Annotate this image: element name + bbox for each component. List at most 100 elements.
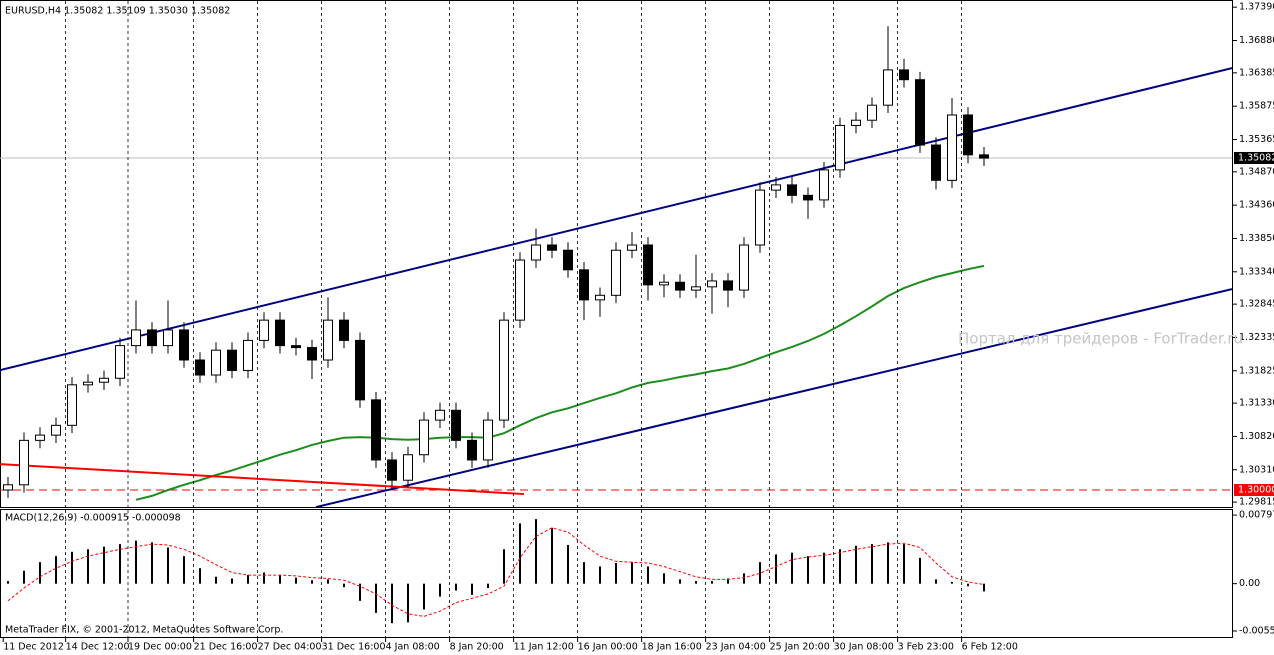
x-tick-label: 25 Jan 20:00 bbox=[770, 642, 830, 653]
trend-line bbox=[315, 288, 1232, 507]
y-tick-label: 1.31825 bbox=[1239, 365, 1274, 376]
x-tick-label: 11 Jan 12:00 bbox=[514, 642, 574, 653]
y-tick-label: 1.35875 bbox=[1239, 101, 1274, 112]
main-plot bbox=[0, 26, 1232, 507]
candle-body bbox=[563, 249, 573, 271]
trend-line bbox=[0, 67, 1232, 372]
candle-body bbox=[691, 286, 701, 291]
candle-body bbox=[211, 349, 221, 376]
x-tick-label: 19 Dec 00:00 bbox=[128, 642, 192, 653]
candle-body bbox=[195, 359, 205, 376]
candle-body bbox=[963, 114, 973, 156]
candle-body bbox=[867, 104, 877, 121]
candle-body bbox=[51, 424, 61, 436]
candle-body bbox=[675, 281, 685, 291]
candle-body bbox=[179, 329, 189, 361]
symbol-header: EURUSD,H4 1.35082 1.35109 1.35030 1.3508… bbox=[5, 6, 230, 17]
y-tick-label: 1.31330 bbox=[1239, 398, 1274, 409]
candle-body bbox=[595, 294, 605, 301]
candle-body bbox=[547, 244, 557, 251]
macd-signal bbox=[7, 527, 985, 617]
candle-body bbox=[771, 184, 781, 191]
candle-body bbox=[611, 249, 621, 296]
y-tick-label: 1.34870 bbox=[1239, 166, 1274, 177]
candle-body bbox=[723, 280, 733, 291]
candle-body bbox=[35, 434, 45, 441]
y-tick-label: 1.32845 bbox=[1239, 299, 1274, 310]
x-tick-label: 21 Dec 16:00 bbox=[194, 642, 258, 653]
y-tick-label: -0.0055 bbox=[1239, 625, 1274, 636]
candle-body bbox=[339, 319, 349, 341]
candle-body bbox=[131, 329, 141, 347]
y-tick-label: 1.33850 bbox=[1239, 233, 1274, 244]
x-tick-label: 3 Feb 23:00 bbox=[898, 642, 954, 653]
trend-line bbox=[0, 463, 525, 496]
candle-body bbox=[899, 69, 909, 81]
y-tick-label: 1.33340 bbox=[1239, 266, 1274, 277]
candle-body bbox=[755, 189, 765, 246]
candle-body bbox=[579, 269, 589, 301]
candle-body bbox=[259, 319, 269, 341]
candle-body bbox=[931, 144, 941, 181]
candle-body bbox=[323, 319, 333, 361]
x-tick-label: 23 Jan 04:00 bbox=[706, 642, 766, 653]
candle-body bbox=[979, 154, 989, 159]
x-tick-label: 8 Jan 20:00 bbox=[450, 642, 504, 653]
candle-body bbox=[275, 319, 285, 347]
y-tick-label: 1.29815 bbox=[1239, 497, 1274, 508]
y-tick-label: 1.32335 bbox=[1239, 332, 1274, 343]
candle-body bbox=[243, 339, 253, 371]
candle-body bbox=[835, 124, 845, 171]
y-tick-label: 1.34360 bbox=[1239, 200, 1274, 211]
candle-body bbox=[707, 280, 717, 288]
x-tick-label: 14 Dec 12:00 bbox=[66, 642, 130, 653]
candle-body bbox=[659, 281, 669, 286]
candle-body bbox=[627, 244, 637, 251]
candle-body bbox=[403, 454, 413, 481]
candle-body bbox=[163, 329, 173, 347]
candle-body bbox=[99, 377, 109, 383]
candle-body bbox=[451, 409, 461, 441]
moving-average bbox=[135, 264, 985, 501]
x-tick-label: 4 Jan 08:00 bbox=[386, 642, 440, 653]
candle-body bbox=[227, 349, 237, 371]
price-tag bbox=[1234, 484, 1274, 497]
candle-body bbox=[19, 439, 29, 486]
x-tick-label: 18 Jan 16:00 bbox=[642, 642, 702, 653]
y-tick-label: 1.30310 bbox=[1239, 464, 1274, 475]
price-tag bbox=[1234, 151, 1274, 164]
candle-body bbox=[115, 345, 125, 379]
candle-body bbox=[307, 347, 317, 361]
y-tick-label: 1.35365 bbox=[1239, 134, 1274, 145]
macd-title: MACD(12,26,9) -0.000915 -0.000098 bbox=[5, 513, 181, 524]
macd-plot bbox=[7, 519, 985, 624]
candle-body bbox=[803, 194, 813, 201]
candle-body bbox=[291, 345, 301, 349]
candle-body bbox=[947, 114, 957, 181]
x-tick-label: 16 Jan 00:00 bbox=[578, 642, 638, 653]
x-tick-label: 6 Feb 12:00 bbox=[962, 642, 1018, 653]
candle-body bbox=[387, 459, 397, 481]
x-tick-label: 30 Jan 08:00 bbox=[834, 642, 894, 653]
candle-body bbox=[3, 484, 13, 491]
candle-body bbox=[467, 439, 477, 461]
candle-body bbox=[355, 339, 365, 401]
candle-body bbox=[483, 419, 493, 461]
candle-body bbox=[83, 381, 93, 386]
candle-body bbox=[499, 319, 509, 421]
y-tick-label: 1.36880 bbox=[1239, 35, 1274, 46]
x-tick-label: 31 Dec 16:00 bbox=[322, 642, 386, 653]
candle-body bbox=[419, 419, 429, 456]
y-tick-label: 1.36385 bbox=[1239, 67, 1274, 78]
x-tick-label: 27 Dec 04:00 bbox=[258, 642, 322, 653]
price-tag-label: 1.35082 bbox=[1238, 152, 1274, 163]
y-tick-label: 0.007975 bbox=[1239, 510, 1274, 521]
candle-body bbox=[515, 259, 525, 321]
watermark: Портал для трейдеров - ForTrader.ru bbox=[958, 330, 1243, 348]
candle-body bbox=[435, 409, 445, 421]
y-tick-label: 1.30820 bbox=[1239, 431, 1274, 442]
candle-body bbox=[787, 184, 797, 196]
y-tick-label: 1.37390 bbox=[1239, 2, 1274, 13]
